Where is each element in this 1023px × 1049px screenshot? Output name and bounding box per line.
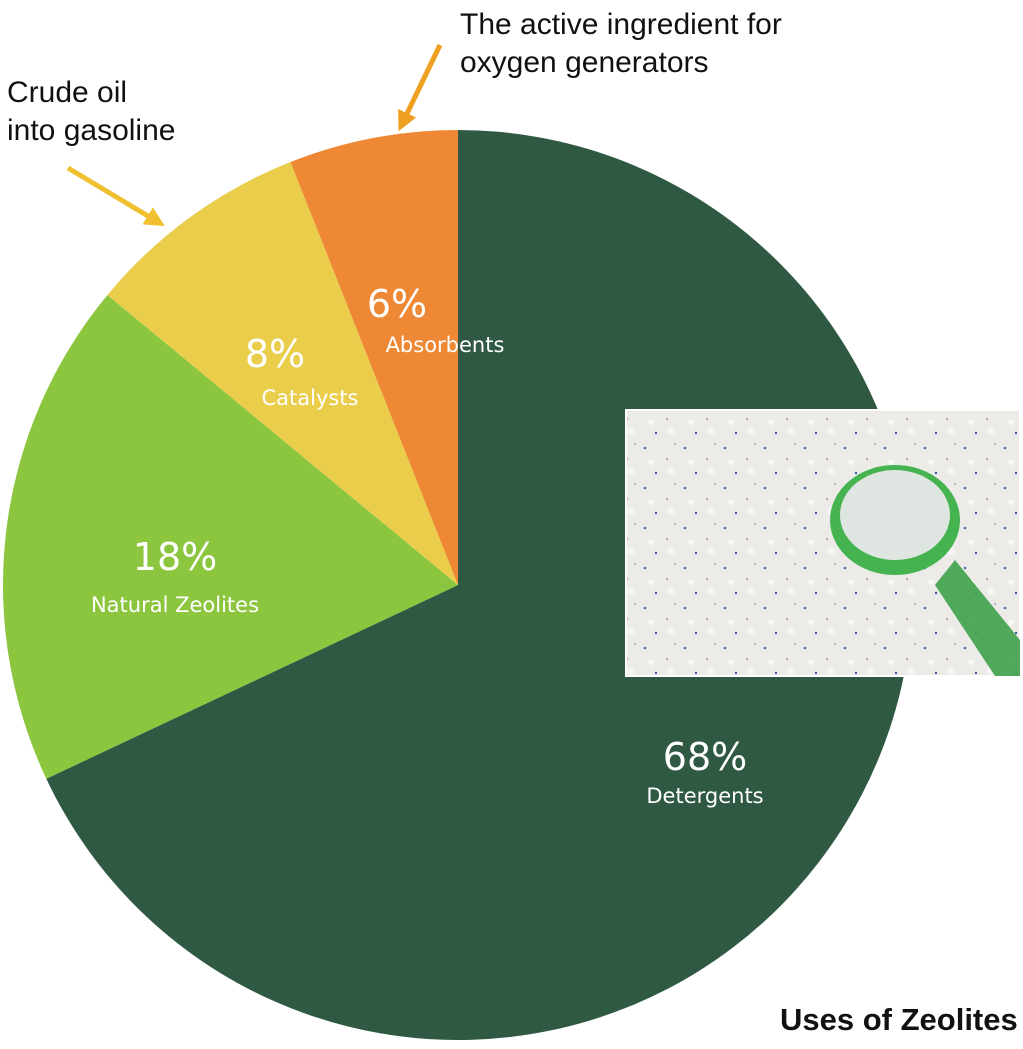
photo-inset <box>625 409 1021 677</box>
value-label: 8% <box>245 332 305 376</box>
chart-title: Uses of Zeolites <box>780 1002 1018 1037</box>
annotation: The active ingredient for <box>460 8 782 41</box>
annotation: Crude oil <box>7 76 127 109</box>
value-label: 18% <box>133 535 217 579</box>
slice <box>290 130 458 585</box>
annotation: into gasoline <box>7 114 175 147</box>
value-label: 68% <box>663 735 747 779</box>
annotation: oxygen generators <box>460 46 709 79</box>
category-label: Natural Zeolites <box>91 593 259 617</box>
category-label: Detergents <box>646 784 763 808</box>
slice <box>107 161 458 585</box>
scoop-handle <box>935 560 1020 676</box>
photo <box>625 409 1021 677</box>
pie <box>3 130 913 1040</box>
annotations: The active ingredient for oxygen generato… <box>7 8 782 147</box>
slice <box>46 130 913 1040</box>
category-label: Catalysts <box>261 386 358 410</box>
value-label: 6% <box>367 282 427 326</box>
slice <box>3 294 459 779</box>
scoop-powder <box>840 470 950 560</box>
arrow <box>66 165 165 227</box>
category-label: Absorbents <box>386 333 505 357</box>
slice-labels: 68% Detergents 18% Natural Zeolites 8% Cataly… <box>91 282 764 808</box>
arrow <box>398 43 443 132</box>
